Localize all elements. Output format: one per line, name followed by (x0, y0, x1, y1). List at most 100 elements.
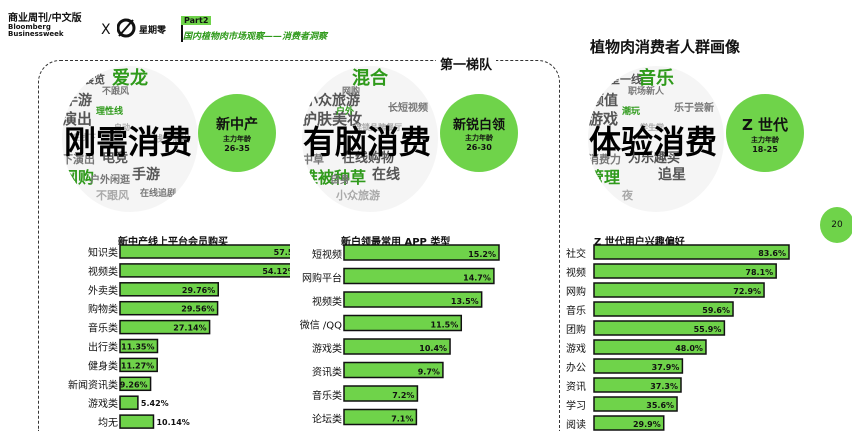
segment-1-badge: 新中产 主力年龄 26-35 (198, 94, 276, 172)
cloud-word: 在线 (372, 167, 400, 183)
category-label: 音乐类 (88, 322, 118, 335)
category-label: 外卖类 (88, 284, 118, 297)
data-label: 29.56% (181, 305, 214, 314)
category-label: 阅读 (566, 418, 586, 431)
segment-3-age-label: 主力年龄 (751, 136, 779, 144)
bar (119, 376, 152, 392)
data-label: 35.6% (646, 401, 674, 410)
category-label: 视频类 (312, 295, 342, 308)
segment-1-age-label: 主力年龄 (223, 135, 251, 143)
data-label: 10.14% (156, 418, 189, 427)
category-label: 论坛类 (312, 413, 342, 426)
cloud-word: 消费力 (588, 153, 621, 166)
data-label: 57.55% (274, 248, 290, 257)
data-label: 48.0% (675, 344, 703, 353)
cloud-word: 户外闲逛 (90, 175, 130, 186)
chart-3: 社交 83.6% 视频 78.1% 网购 72.9% 音乐 59.6% 团购 55.9% 游戏 48.… (566, 244, 790, 431)
bar (343, 385, 419, 402)
data-label: 9.7% (418, 368, 440, 377)
bar (593, 358, 684, 374)
category-label: 资讯 (566, 381, 586, 393)
cloud-word: 音乐 (638, 68, 674, 89)
cloud-word: 不跟风 (96, 189, 129, 202)
segment-2-keyword: 有脑消费 (303, 123, 432, 161)
bar (593, 377, 682, 393)
category-label: 知识类 (88, 246, 118, 259)
data-label: 29.76% (182, 286, 215, 295)
segment-3-name: Z 世代 (741, 116, 789, 134)
cloud-word: 在线下 (72, 133, 96, 142)
segment-1-age: 26-35 (224, 144, 250, 153)
cloud-word: 职场新人 (628, 87, 665, 97)
brand-cn: 商业周刊/中文版 (8, 13, 82, 24)
cloud-word: 演出 (62, 110, 93, 128)
section-subtitle: 国内植物肉市场观察——消费者洞察 (183, 32, 328, 42)
bar (593, 396, 678, 412)
cloud-word: 护肤美妆 (302, 110, 363, 128)
cloud-word: 自动 (114, 123, 130, 132)
word-cloud-2: 混合 小众旅游 网购 护肤美妆 户外 长短视频 连锁品牌餐厅 中草 在线购物 难被种草 自身 在线 小众… (302, 66, 438, 212)
cloud-word: 连锁品牌餐厅 (354, 123, 402, 132)
tier-frame (38, 60, 560, 431)
cloud-word: 户外 (336, 107, 355, 117)
category-label: 视频 (566, 266, 586, 279)
segment-2-name: 新锐白领 (452, 118, 505, 133)
cloud-word: 小众旅游 (304, 93, 360, 109)
category-label: 微信 /QQ (300, 319, 342, 332)
cloud-word: 追星 (658, 167, 686, 183)
data-label: 7.2% (392, 391, 414, 400)
bar (119, 319, 211, 335)
brand-en-line2: Businessweek (8, 30, 64, 38)
bar (593, 339, 707, 355)
brand-logo: 商业周刊/中文版 Bloomberg Businessweek (8, 14, 82, 38)
bar (343, 267, 495, 285)
data-label: 5.42% (141, 399, 169, 408)
data-label: 10.4% (419, 344, 447, 353)
bar (593, 320, 726, 336)
cloud-word: 电竞 (102, 151, 129, 166)
segment-3-badge: Z 世代 主力年龄 18-25 (726, 94, 804, 172)
category-label: 团购 (566, 323, 586, 336)
bar (593, 263, 777, 279)
header-divider (181, 22, 183, 42)
data-label: 72.9% (733, 287, 761, 296)
bar (119, 244, 290, 259)
bar (593, 282, 765, 298)
cloud-word: 看展览 (72, 73, 105, 86)
cloud-word: 不跟风 (102, 87, 130, 97)
bar (119, 395, 139, 410)
cloud-word: 长短视频 (388, 103, 428, 114)
bar (593, 415, 665, 431)
zero-icon (116, 18, 136, 38)
bar (119, 282, 220, 297)
cloud-word: 潮玩 (622, 107, 641, 117)
cloud-word: 混合 (352, 68, 388, 89)
bar (343, 338, 451, 355)
cloud-word: 爱龙 (112, 68, 148, 89)
cloud-word: 小众旅游 (336, 189, 380, 202)
cloud-word: 理性线 (96, 107, 124, 117)
cloud-word: 乐于尝新 (674, 103, 714, 114)
part-label: Part2 (181, 16, 212, 25)
cloud-word: 手游 (132, 167, 160, 183)
data-label: 11.35% (121, 343, 154, 352)
partner-logo: 星期零 (116, 16, 173, 40)
bar (343, 244, 500, 261)
data-label: 29.9% (633, 420, 661, 429)
category-label: 游戏 (566, 342, 586, 355)
cloud-word: 网购 (342, 87, 361, 97)
segment-1-keyword: 刚需消费 (64, 123, 193, 161)
page-number: 20 (820, 207, 852, 243)
segment-3-keyword: 体验消费 (589, 123, 718, 161)
segment-2-age-label: 主力年龄 (465, 134, 493, 142)
category-label: 网购 (566, 285, 586, 298)
cloud-word: 游戏 (588, 110, 619, 128)
cloud-word: 学生党 (640, 123, 664, 132)
category-label: 资讯类 (312, 366, 342, 379)
bar (119, 338, 159, 354)
cloud-word: 管理 (588, 168, 621, 187)
category-label: 短视频 (312, 248, 342, 261)
data-label: 13.5% (451, 297, 479, 306)
cloud-word: 追星一线 (598, 73, 642, 86)
data-label: 15.2% (468, 250, 496, 259)
